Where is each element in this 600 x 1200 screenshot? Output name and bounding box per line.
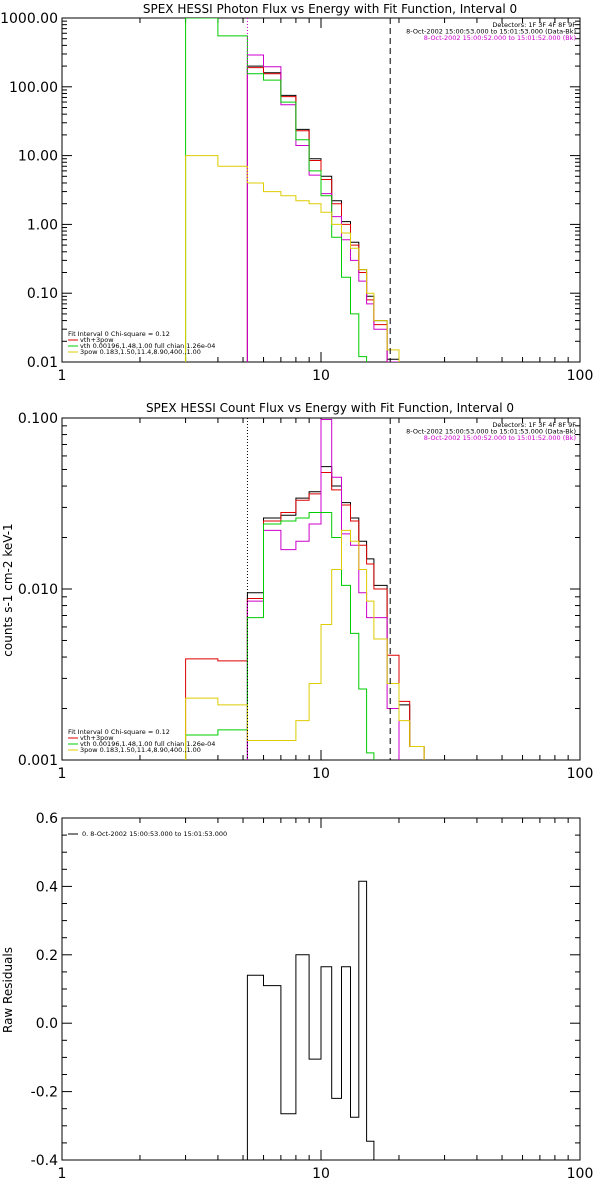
photon-flux-panel: SPEX HESSI Photon Flux vs Energy with Fi… [0, 2, 593, 384]
count-detector-legend-line: Detectors: 1F 3F 4F 8F 9F [492, 421, 576, 429]
photon-x-tick-label: 1 [58, 368, 67, 384]
count-series-4 [185, 529, 425, 760]
count-series-3 [185, 512, 375, 760]
photon-data-layer [185, 18, 400, 362]
photon-y-tick-label: 10.00 [18, 149, 58, 165]
count-series-0 [246, 466, 425, 760]
photon-y-tick-label: 100.00 [9, 80, 58, 96]
count-fit-legend-text: vth+3pow [80, 734, 114, 742]
photon-x-tick-label: 100 [567, 368, 594, 384]
photon-series-0 [246, 65, 400, 362]
count-flux-panel: SPEX HESSI Count Flux vs Energy with Fit… [1, 401, 593, 782]
photon-panel-title: SPEX HESSI Photon Flux vs Energy with Fi… [143, 2, 517, 16]
count-x-tick-label: 100 [567, 766, 594, 782]
photon-series-4 [185, 155, 400, 362]
residual-series-0 [246, 880, 375, 1160]
photon-x-tick-label: 10 [312, 368, 330, 384]
photon-fit-legend-text: vth+3pow [80, 336, 114, 344]
count-data-layer [185, 418, 425, 760]
count-y-tick-label: 0.010 [18, 582, 58, 598]
photon-detector-legend-line: 8-Oct-2002 15:00:52.000 to 15:01:52.000 … [424, 34, 576, 42]
count-panel-ylabel: counts s-1 cm-2 keV-1 [1, 523, 15, 656]
count-x-tick-label: 1 [58, 766, 67, 782]
photon-series-1 [246, 67, 399, 362]
count-series-1 [185, 472, 425, 760]
residuals-panel: Raw Residuals 1 10 100 -0.4 -0.2 0.0 0.2 0.4 0.6… [1, 811, 593, 1182]
count-series-2 [246, 419, 400, 760]
residual-y-tick-label: 0.0 [36, 1016, 58, 1032]
residual-y-tick-label: -0.4 [31, 1153, 58, 1169]
count-detector-legend-line: 8-Oct-2002 15:00:52.000 to 15:01:52.000 … [424, 434, 576, 442]
residual-x-tick-label: 10 [312, 1166, 330, 1182]
count-fit-legend-text: Fit Interval 0 Chi-square = 0.12 [68, 728, 170, 736]
residual-data-layer [246, 880, 375, 1160]
residual-legend-text: 0. 8-Oct-2002 15:00:53.000 to 15:01:53.0… [82, 830, 227, 838]
count-fit-legend-text: 3pow 0.183,1.50,11.4,8.90,400.,1.00 [80, 746, 201, 754]
photon-series-3 [185, 18, 368, 362]
photon-detector-legend-line: Detectors: 1F 3F 4F 8F 9F [492, 21, 576, 29]
residual-y-tick-label: 0.6 [36, 811, 58, 827]
count-panel-title: SPEX HESSI Count Flux vs Energy with Fit… [146, 401, 514, 415]
photon-detector-legend-line: 8-Oct-2002 15:00:53.000 to 15:01:53.000 … [406, 28, 576, 36]
photon-fit-legend-text: Fit Interval 0 Chi-square = 0.12 [68, 330, 170, 338]
photon-y-tick-label: 1.00 [27, 217, 58, 233]
photon-fit-legend-text: 3pow 0.183,1.50,11.4,8.90,400.,1.00 [80, 348, 201, 356]
count-x-tick-label: 10 [312, 766, 330, 782]
photon-y-tick-label: 0.01 [27, 355, 58, 371]
residual-x-tick-label: 100 [567, 1166, 594, 1182]
residual-y-tick-label: -0.2 [31, 1085, 58, 1101]
photon-y-tick-label: 1000.00 [0, 11, 58, 27]
photon-fit-legend-text: vth 0.00196,1.48,1.00 full chian 1.26e-0… [80, 342, 215, 350]
photon-series-2 [246, 54, 399, 362]
residual-x-tick-label: 1 [58, 1166, 67, 1182]
residuals-ylabel: Raw Residuals [1, 947, 15, 1033]
photon-y-tick-label: 0.10 [27, 286, 58, 302]
residual-y-tick-label: 0.4 [36, 879, 58, 895]
count-y-tick-label: 0.100 [18, 411, 58, 427]
count-y-tick-label: 0.001 [18, 753, 58, 769]
residual-y-tick-label: 0.2 [36, 948, 58, 964]
count-detector-legend-line: 8-Oct-2002 15:00:53.000 to 15:01:53.000 … [406, 428, 576, 436]
count-fit-legend-text: vth 0.00196,1.48,1.00 full chian 1.26e-0… [80, 740, 215, 748]
